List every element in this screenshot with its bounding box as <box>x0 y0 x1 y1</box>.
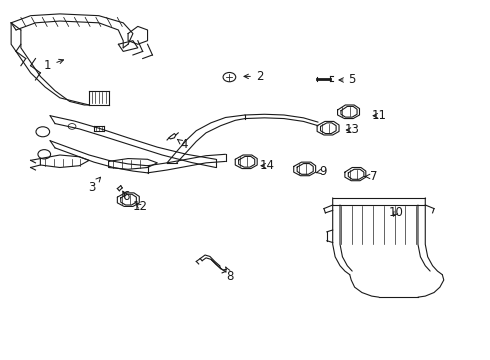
Text: 7: 7 <box>365 170 378 183</box>
Text: 9: 9 <box>316 165 327 177</box>
Text: 14: 14 <box>259 159 274 172</box>
Text: 5: 5 <box>339 73 356 86</box>
Text: 2: 2 <box>244 70 263 83</box>
Text: 12: 12 <box>133 200 148 213</box>
Text: 13: 13 <box>345 123 360 136</box>
Text: 11: 11 <box>371 109 387 122</box>
Text: 8: 8 <box>226 267 234 283</box>
Text: 4: 4 <box>177 138 188 151</box>
Text: 3: 3 <box>88 177 100 194</box>
Text: 6: 6 <box>122 190 129 203</box>
Text: 10: 10 <box>389 206 403 219</box>
Text: 1: 1 <box>44 59 64 72</box>
